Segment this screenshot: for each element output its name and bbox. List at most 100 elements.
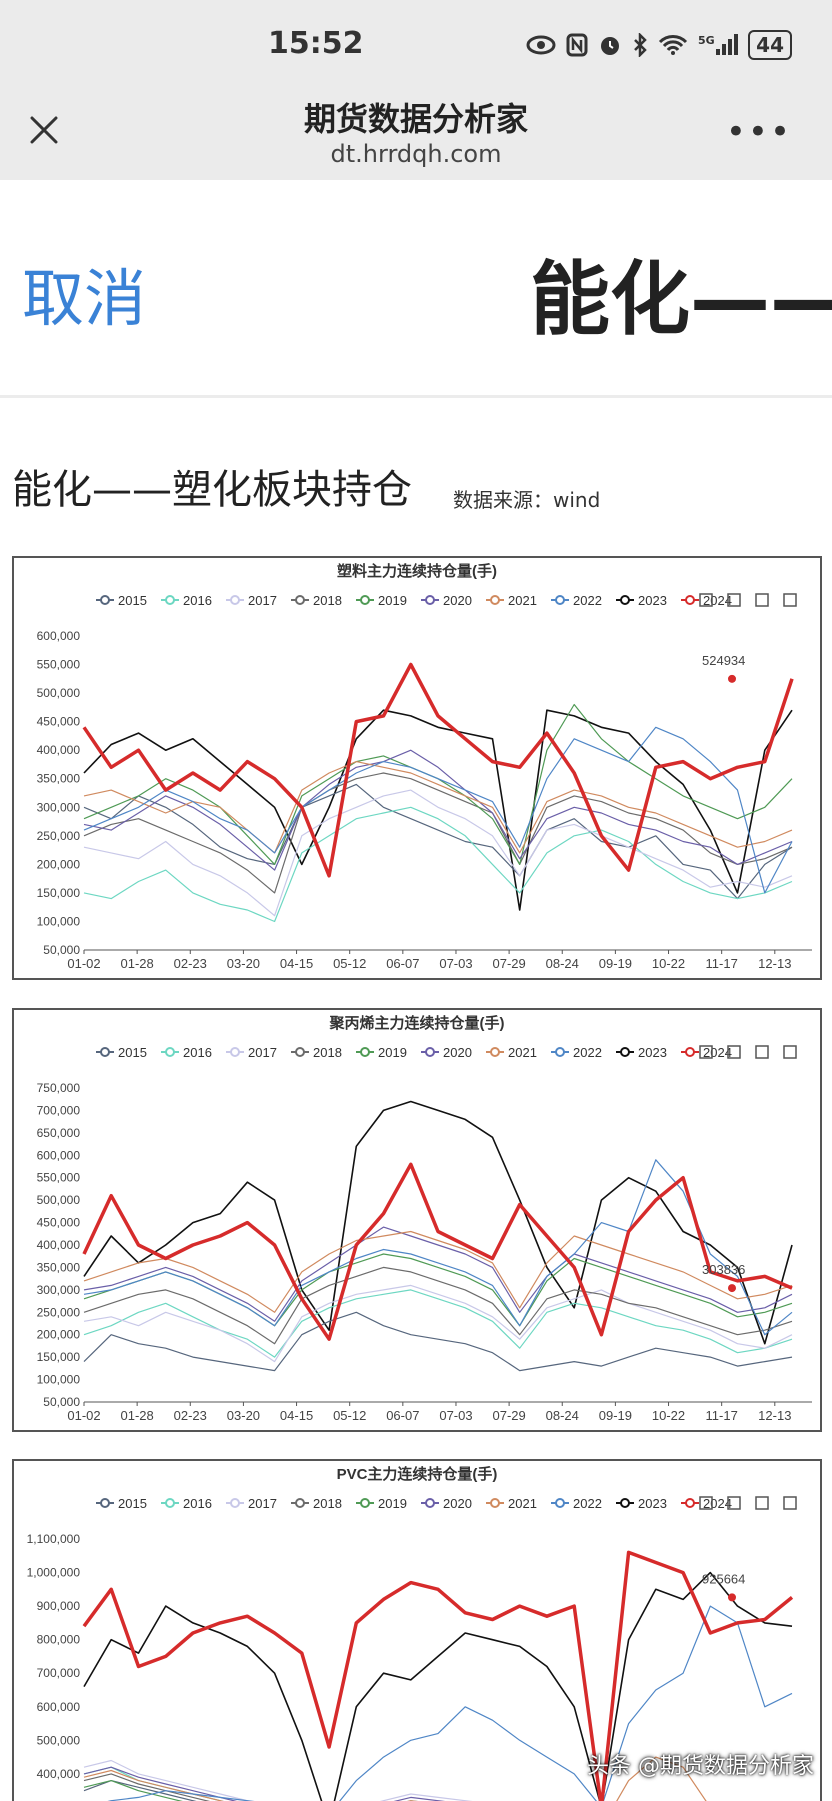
- site-url: dt.hrrdqh.com: [0, 140, 832, 168]
- x-tick-label: 08-24: [546, 956, 579, 971]
- series-line-2020: [84, 750, 792, 870]
- legend-item-2019[interactable]: 2019: [356, 1496, 407, 1511]
- battery-level: 44: [748, 30, 792, 60]
- y-tick-label: 550,000: [37, 658, 81, 672]
- legend-item-2017[interactable]: 2017: [226, 1045, 277, 1060]
- x-tick-label: 01-02: [67, 1408, 100, 1423]
- page-header: 取消 能化——塑: [0, 180, 832, 398]
- legend-item-2020[interactable]: 2020: [421, 1496, 472, 1511]
- legend-item-2019[interactable]: 2019: [356, 1045, 407, 1060]
- legend-item-2021[interactable]: 2021: [486, 1045, 537, 1060]
- data-source: 数据来源：wind: [453, 484, 600, 513]
- eye-icon: [526, 35, 556, 55]
- legend-item-2018[interactable]: 2018: [291, 1496, 342, 1511]
- legend-item-2016[interactable]: 2016: [161, 1496, 212, 1511]
- series-line-2017: [84, 1285, 792, 1361]
- svg-text:2022: 2022: [573, 593, 602, 608]
- legend-item-2023[interactable]: 2023: [616, 593, 667, 608]
- x-tick-label: 10-22: [652, 956, 685, 971]
- cancel-button[interactable]: 取消: [22, 248, 146, 338]
- y-tick-label: 400,000: [37, 1238, 81, 1252]
- svg-text:2020: 2020: [443, 1496, 472, 1511]
- y-tick-label: 350,000: [37, 772, 81, 786]
- status-bar: 15:52 5G 44: [0, 0, 832, 88]
- x-tick-label: 12-13: [758, 956, 791, 971]
- bookmark-icon[interactable]: [756, 594, 768, 606]
- alarm-icon: [598, 33, 622, 57]
- y-tick-label: 500,000: [37, 686, 81, 700]
- legend-item-2023[interactable]: 2023: [616, 1045, 667, 1060]
- svg-text:2020: 2020: [443, 1045, 472, 1060]
- bookmark-icon[interactable]: [756, 1046, 768, 1058]
- bookmark-icon[interactable]: [756, 1497, 768, 1509]
- legend-item-2017[interactable]: 2017: [226, 1496, 277, 1511]
- more-icon[interactable]: •••: [726, 122, 792, 142]
- x-tick-label: 07-03: [439, 956, 472, 971]
- section-heading: 能化——塑化板块持仓: [12, 457, 412, 515]
- y-tick-label: 200,000: [37, 857, 81, 871]
- legend-item-2020[interactable]: 2020: [421, 593, 472, 608]
- legend-item-2015[interactable]: 2015: [96, 1496, 147, 1511]
- legend-item-2022[interactable]: 2022: [551, 1496, 602, 1511]
- x-tick-label: 05-12: [333, 1408, 366, 1423]
- legend-item-2020[interactable]: 2020: [421, 1045, 472, 1060]
- x-tick-label: 01-02: [67, 956, 100, 971]
- legend-item-2015[interactable]: 2015: [96, 593, 147, 608]
- x-tick-label: 06-07: [386, 1408, 419, 1423]
- svg-text:2017: 2017: [248, 1496, 277, 1511]
- legend-item-2018[interactable]: 2018: [291, 1045, 342, 1060]
- svg-text:2022: 2022: [573, 1496, 602, 1511]
- legend-item-2021[interactable]: 2021: [486, 593, 537, 608]
- series-line-2023: [84, 710, 792, 910]
- y-tick-label: 50,000: [43, 943, 80, 957]
- svg-text:2021: 2021: [508, 593, 537, 608]
- legend-item-2016[interactable]: 2016: [161, 1045, 212, 1060]
- status-time: 15:52: [268, 26, 364, 61]
- x-tick-label: 09-19: [599, 956, 632, 971]
- y-tick-label: 400,000: [37, 743, 81, 757]
- y-tick-label: 600,000: [37, 1700, 81, 1714]
- legend-item-2019[interactable]: 2019: [356, 593, 407, 608]
- y-tick-label: 500,000: [37, 1193, 81, 1207]
- series-line-2023: [84, 1102, 792, 1344]
- series-line-2021: [84, 1232, 792, 1313]
- x-tick-label: 01-28: [121, 1408, 154, 1423]
- y-tick-label: 900,000: [37, 1599, 81, 1613]
- svg-text:2023: 2023: [638, 1496, 667, 1511]
- x-tick-label: 08-24: [546, 1408, 579, 1423]
- legend-item-2017[interactable]: 2017: [226, 593, 277, 608]
- x-tick-label: 02-23: [174, 956, 207, 971]
- legend-item-2018[interactable]: 2018: [291, 593, 342, 608]
- legend-item-2023[interactable]: 2023: [616, 1496, 667, 1511]
- x-tick-label: 05-12: [333, 956, 366, 971]
- svg-text:2017: 2017: [248, 593, 277, 608]
- series-line-2022: [84, 727, 792, 893]
- y-tick-label: 100,000: [37, 914, 81, 928]
- legend-item-2016[interactable]: 2016: [161, 593, 212, 608]
- fullscreen-icon[interactable]: [784, 1497, 796, 1509]
- y-tick-label: 450,000: [37, 715, 81, 729]
- y-tick-label: 450,000: [37, 1216, 81, 1230]
- svg-text:2020: 2020: [443, 593, 472, 608]
- x-tick-label: 03-20: [227, 1408, 260, 1423]
- y-tick-label: 300,000: [37, 800, 81, 814]
- x-tick-label: 07-29: [492, 956, 525, 971]
- fullscreen-icon[interactable]: [784, 1046, 796, 1058]
- fullscreen-icon[interactable]: [784, 594, 796, 606]
- y-tick-label: 300,000: [37, 1283, 81, 1297]
- legend-item-2022[interactable]: 2022: [551, 593, 602, 608]
- site-title: 期货数据分析家: [0, 94, 832, 140]
- y-tick-label: 600,000: [37, 1148, 81, 1162]
- y-tick-label: 500,000: [37, 1733, 81, 1747]
- y-tick-label: 750,000: [37, 1081, 81, 1095]
- series-line-2017: [84, 790, 792, 916]
- svg-text:2023: 2023: [638, 1045, 667, 1060]
- legend-item-2021[interactable]: 2021: [486, 1496, 537, 1511]
- x-tick-label: 11-17: [706, 956, 738, 971]
- legend-item-2022[interactable]: 2022: [551, 1045, 602, 1060]
- x-tick-label: 12-13: [758, 1408, 791, 1423]
- legend-item-2015[interactable]: 2015: [96, 1045, 147, 1060]
- svg-text:2016: 2016: [183, 1496, 212, 1511]
- x-tick-label: 10-22: [652, 1408, 685, 1423]
